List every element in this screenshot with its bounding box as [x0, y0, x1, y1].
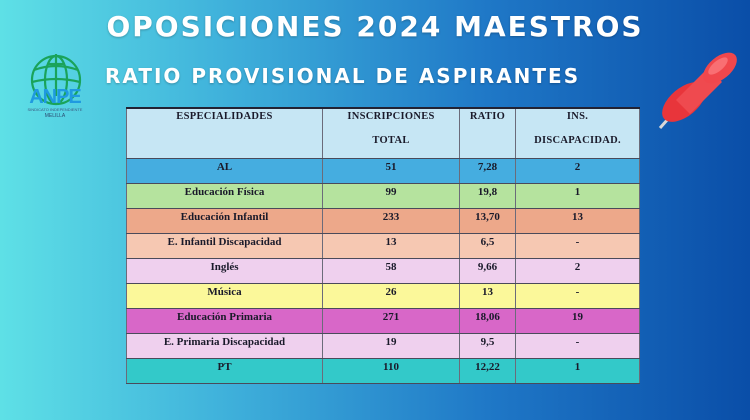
cell-ratio: 12,22	[459, 358, 516, 384]
cell-discapacidad: 2	[515, 258, 640, 284]
logo-city: MELILLA	[44, 113, 66, 119]
cell-discapacidad: 1	[515, 358, 640, 384]
table-row: Música 26 13-	[126, 283, 640, 309]
table-row: Educación Física 99 19,8 1	[126, 183, 640, 209]
cell-ratio: 6,5	[459, 233, 516, 259]
cell-ratio: 9,5	[459, 333, 516, 359]
header-discapacidad: INS. DISCAPACIDAD.	[515, 108, 640, 159]
cell-ratio: 19,8	[459, 183, 516, 209]
cell-especialidad: E. Primaria Discapacidad	[126, 333, 323, 359]
cell-discapacidad: -	[515, 233, 640, 259]
cell-inscripciones: 110	[322, 358, 460, 384]
table-row: Inglés 58 9,66 2	[126, 258, 640, 284]
cell-especialidad: Música	[126, 283, 323, 309]
cell-ratio: 18,06	[459, 308, 516, 334]
table-row: AL 51 7,28 2	[126, 158, 640, 184]
header-ratio: RATIO	[459, 108, 516, 159]
cell-inscripciones: 26	[322, 283, 460, 309]
cell-inscripciones: 233	[322, 208, 460, 234]
table-row: PT 110 12,22 1	[126, 358, 640, 384]
cell-ratio: 13	[459, 283, 516, 309]
cell-especialidad: Inglés	[126, 258, 323, 284]
cell-especialidad: Educación Primaria	[126, 308, 323, 334]
cell-inscripciones: 271	[322, 308, 460, 334]
cell-inscripciones: 99	[322, 183, 460, 209]
table-row: E. Primaria Discapacidad 19 9,5-	[126, 333, 640, 359]
cell-inscripciones: 51	[322, 158, 460, 184]
pushpin-icon	[658, 52, 737, 129]
cell-discapacidad: 1	[515, 183, 640, 209]
cell-discapacidad: 19	[515, 308, 640, 334]
page-subtitle: RATIO PROVISIONAL DE ASPIRANTES	[105, 64, 581, 88]
cell-especialidad: Educación Infantil	[126, 208, 323, 234]
cell-discapacidad: -	[515, 333, 640, 359]
cell-especialidad: AL	[126, 158, 323, 184]
ratios-table: ESPECIALIDADES INSCRIPCIONES TOTAL RATIO …	[126, 107, 640, 384]
cell-especialidad: PT	[126, 358, 323, 384]
header-especialidades: ESPECIALIDADES	[126, 108, 323, 159]
page-title: OPOSICIONES 2024 MAESTROS	[106, 10, 644, 43]
logo-text: ANPE	[29, 86, 82, 108]
table-header-row: ESPECIALIDADES INSCRIPCIONES TOTAL RATIO …	[126, 108, 640, 159]
cell-inscripciones: 13	[322, 233, 460, 259]
table-row: E. Infantil Discapacidad 13 6,5-	[126, 233, 640, 259]
cell-discapacidad: 13	[515, 208, 640, 234]
cell-inscripciones: 58	[322, 258, 460, 284]
cell-ratio: 9,66	[459, 258, 516, 284]
globe-cross-icon	[30, 54, 82, 106]
cell-especialidad: E. Infantil Discapacidad	[126, 233, 323, 259]
logo-tagline: SINDICATO INDEPENDIENTE	[27, 107, 83, 112]
cell-discapacidad: -	[515, 283, 640, 309]
cell-discapacidad: 2	[515, 158, 640, 184]
cell-especialidad: Educación Física	[126, 183, 323, 209]
table-row: Educación Primaria 271 18,06 19	[126, 308, 640, 334]
table-row: Educación Infantil 233 13,70 13	[126, 208, 640, 234]
cell-inscripciones: 19	[322, 333, 460, 359]
cell-ratio: 7,28	[459, 158, 516, 184]
header-inscripciones: INSCRIPCIONES TOTAL	[322, 108, 460, 159]
cell-ratio: 13,70	[459, 208, 516, 234]
